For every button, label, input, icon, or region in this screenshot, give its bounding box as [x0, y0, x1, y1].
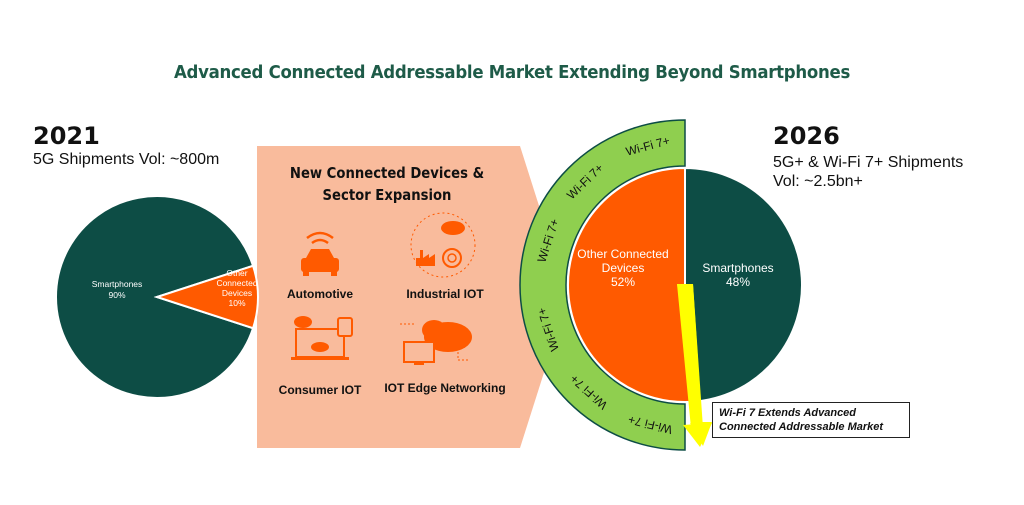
pie-label-smartphones: Smartphones 90% — [92, 279, 143, 300]
yellow-arrow-body — [677, 284, 703, 428]
right-year: 2026 — [773, 122, 840, 150]
pie-slice-other-connected-devices — [567, 166, 701, 403]
callout-box: Wi-Fi 7 Extends Advanced Connected Addre… — [712, 402, 910, 438]
sector-label-consumer-iot: Consumer IOT — [278, 383, 362, 397]
page-title: Advanced Connected Addressable Market Ex… — [173, 62, 851, 83]
yellow-arrow-head — [683, 423, 712, 447]
pie-2021: Smartphones 90% Other Connected Devices 10% — [55, 195, 259, 399]
panel-title-line2: Sector Expansion — [322, 186, 452, 204]
wifi7-ring — [519, 119, 686, 451]
left-year: 2021 — [33, 122, 100, 150]
monitor-cloud-code-icon — [400, 320, 472, 365]
panel-title: New Connected Devices & Sector Expansion — [277, 162, 497, 206]
pie-label-smartphones: Smartphones 48% — [702, 261, 773, 289]
sector-label-automotive: Automotive — [287, 287, 353, 301]
sector-label-industrial-iot: Industrial IOT — [406, 287, 484, 301]
pie-label-other-connected-devices: Other Connected Devices 52% — [577, 247, 668, 289]
pie-2026: Smartphones 48% Other Connected Devices 52% — [567, 166, 803, 403]
callout-line1: Wi-Fi 7 Extends Advanced — [719, 407, 857, 419]
sector-label-iot-edge-networking: IOT Edge Networking — [384, 381, 506, 395]
pie-slice-smartphones — [684, 166, 803, 403]
panel-title-line1: New Connected Devices & — [289, 164, 485, 182]
right-subtitle-line2: Vol: ~2.5bn+ — [773, 173, 863, 190]
expansion-arrow-panel — [257, 146, 568, 448]
car-wifi-icon — [301, 231, 339, 276]
right-subtitle-line1: 5G+ & Wi-Fi 7+ Shipments — [773, 154, 964, 171]
callout-line2: Connected Addressable Market — [719, 421, 884, 433]
left-subtitle: 5G Shipments Vol: ~800m — [33, 151, 220, 168]
right-subtitle: 5G+ & Wi-Fi 7+ Shipments Vol: ~2.5bn+ — [773, 153, 963, 191]
factory-cloud-icon — [410, 212, 476, 278]
pie-slice-other-connected-devices — [153, 264, 259, 330]
pie-label-other-connected-devices: Other Connected Devices 10% — [216, 268, 257, 308]
laptop-watch-icon — [291, 316, 353, 360]
